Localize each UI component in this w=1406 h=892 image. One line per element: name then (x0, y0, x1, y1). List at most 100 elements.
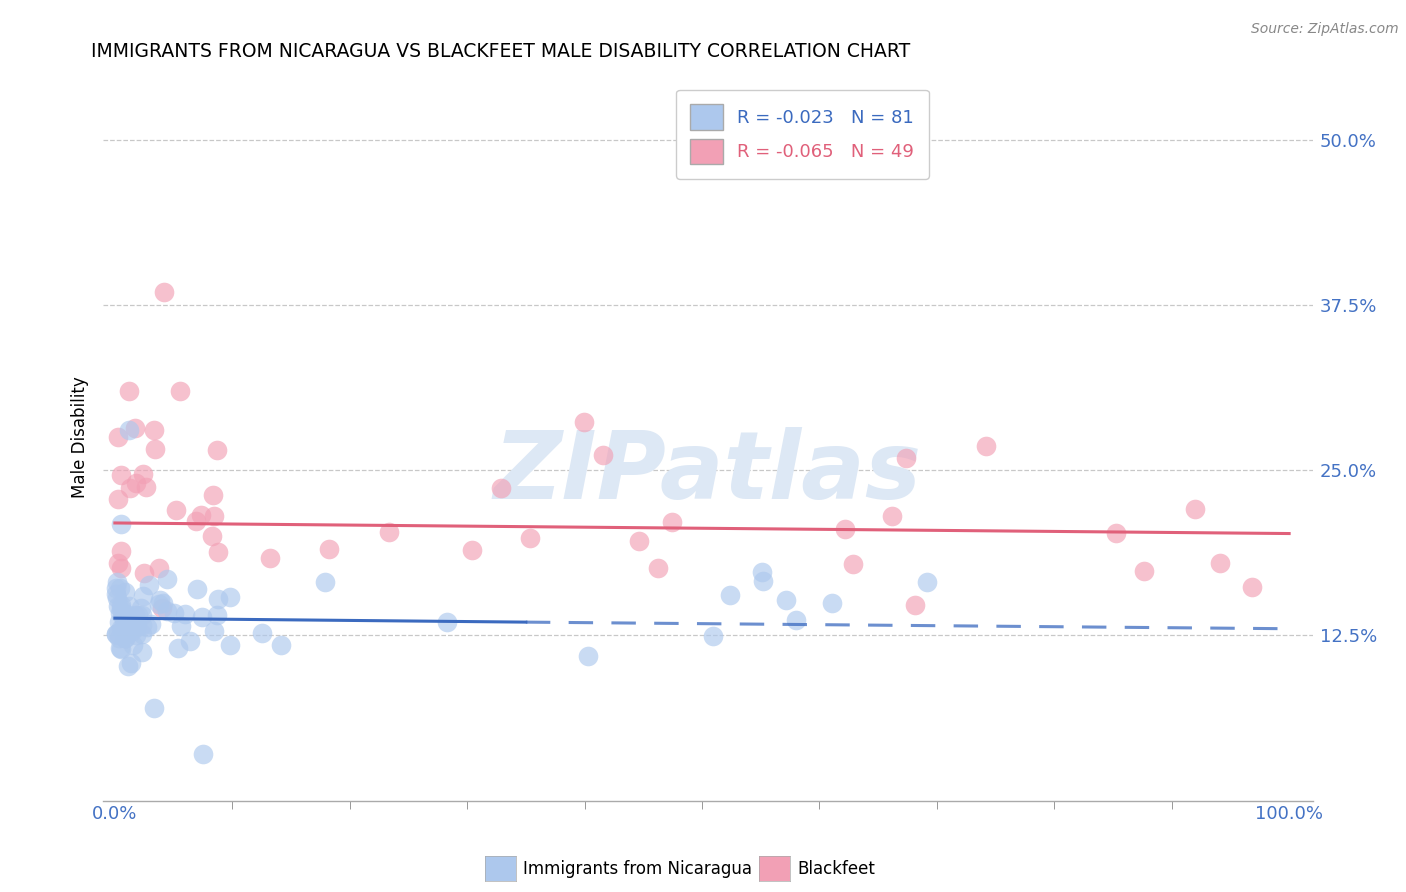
Point (124, 608, 146, 623)
Point (1209, 557, 1232, 571)
Point (775, 592, 797, 607)
Point (148, 561, 170, 575)
Point (110, 468, 132, 483)
Point (270, 638, 292, 652)
Point (135, 620, 157, 634)
Point (114, 626, 136, 640)
Point (915, 574, 938, 589)
Text: Blackfeet: Blackfeet (797, 860, 875, 878)
Point (114, 623, 136, 637)
Point (202, 508, 225, 523)
Point (184, 514, 207, 528)
Point (207, 608, 229, 623)
Point (118, 481, 141, 495)
Point (110, 561, 132, 575)
Point (131, 589, 153, 603)
Point (114, 631, 136, 645)
Point (152, 596, 174, 610)
Point (436, 615, 458, 629)
Point (628, 534, 651, 549)
Point (105, 582, 128, 596)
Point (127, 607, 149, 622)
Point (166, 640, 188, 655)
Point (107, 556, 129, 570)
Point (718, 588, 741, 602)
Text: Immigrants from Nicaragua: Immigrants from Nicaragua (523, 860, 752, 878)
Point (110, 621, 132, 635)
Point (179, 634, 201, 648)
Point (107, 632, 129, 646)
Point (1132, 564, 1154, 578)
Point (207, 592, 229, 607)
Point (202, 624, 225, 639)
Point (142, 701, 165, 715)
Point (153, 285, 176, 299)
Point (121, 657, 143, 671)
Point (882, 508, 904, 523)
Point (131, 645, 153, 659)
Point (121, 624, 143, 638)
Point (139, 617, 162, 632)
Point (202, 488, 225, 502)
Point (125, 627, 148, 641)
Point (896, 451, 918, 466)
Point (124, 420, 146, 434)
Point (785, 613, 807, 627)
Point (519, 531, 541, 545)
Point (135, 480, 157, 494)
Point (170, 619, 193, 633)
Point (314, 574, 336, 589)
Point (112, 612, 135, 626)
Point (125, 616, 148, 631)
Text: IMMIGRANTS FROM NICARAGUA VS BLACKFEET MALE DISABILITY CORRELATION CHART: IMMIGRANTS FROM NICARAGUA VS BLACKFEET M… (91, 42, 910, 61)
Point (105, 575, 128, 590)
Point (114, 631, 136, 645)
Point (489, 481, 512, 495)
Point (186, 582, 208, 596)
Point (821, 596, 844, 610)
Point (207, 544, 229, 558)
Point (143, 424, 166, 438)
Point (124, 476, 146, 491)
Point (114, 584, 136, 599)
Point (131, 467, 153, 481)
Point (259, 550, 281, 565)
Point (107, 430, 129, 444)
Point (1240, 580, 1263, 594)
Point (117, 658, 139, 673)
Point (219, 590, 242, 604)
Point (378, 524, 401, 539)
Point (121, 638, 143, 652)
Text: Source: ZipAtlas.com: Source: ZipAtlas.com (1251, 22, 1399, 37)
Point (1184, 502, 1206, 516)
Point (115, 607, 138, 621)
Point (150, 601, 173, 615)
Point (110, 606, 132, 620)
Point (751, 566, 773, 580)
Point (250, 625, 273, 640)
Point (105, 587, 128, 601)
Point (134, 566, 156, 580)
Point (117, 424, 139, 438)
Point (107, 625, 129, 640)
Point (903, 598, 925, 612)
Text: ZIPatlas: ZIPatlas (494, 427, 922, 519)
Point (107, 491, 129, 506)
Point (131, 607, 153, 622)
Point (110, 641, 132, 656)
Point (318, 541, 340, 556)
Point (174, 607, 197, 621)
Point (576, 648, 599, 663)
Point (117, 613, 139, 627)
Point (108, 641, 131, 656)
Point (138, 578, 160, 592)
Point (461, 542, 484, 557)
Point (842, 557, 865, 571)
Point (115, 627, 138, 641)
Legend: R = -0.023   N = 81, R = -0.065   N = 49: R = -0.023 N = 81, R = -0.065 N = 49 (676, 90, 928, 178)
Point (105, 591, 128, 605)
Point (105, 627, 128, 641)
Point (108, 615, 131, 629)
Point (149, 593, 172, 607)
Point (118, 384, 141, 398)
